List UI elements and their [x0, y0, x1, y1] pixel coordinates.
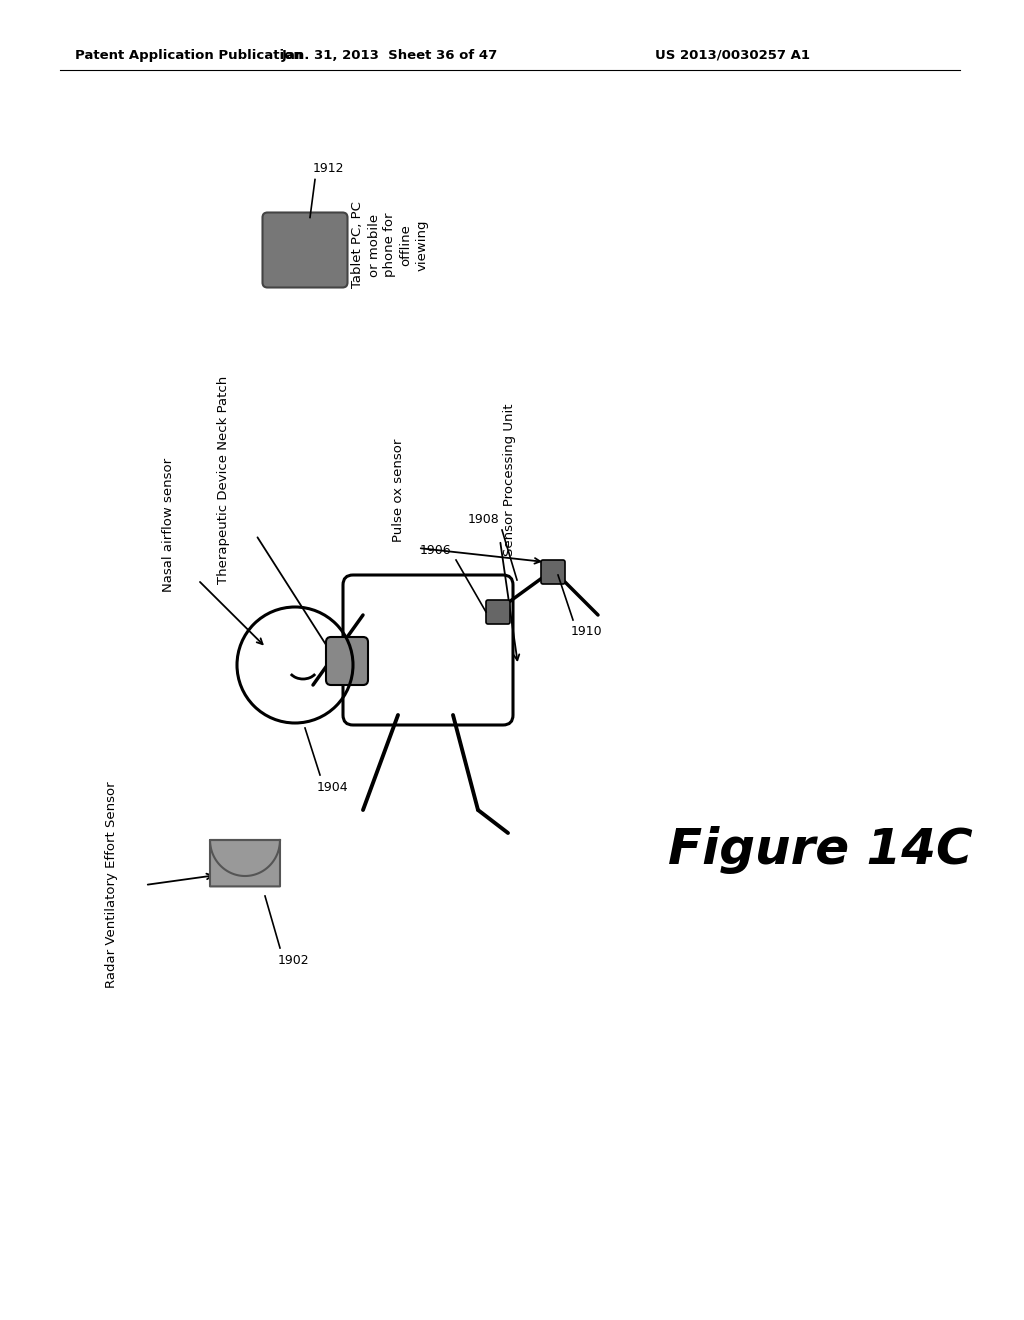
Text: Sensor Processing Unit: Sensor Processing Unit	[504, 404, 516, 556]
Text: 1912: 1912	[313, 162, 344, 176]
Text: 1902: 1902	[278, 954, 309, 968]
Text: 1908: 1908	[467, 513, 499, 525]
FancyBboxPatch shape	[326, 638, 368, 685]
Text: 1904: 1904	[317, 781, 348, 795]
FancyBboxPatch shape	[486, 601, 510, 624]
Text: Patent Application Publication: Patent Application Publication	[75, 49, 303, 62]
Polygon shape	[210, 840, 280, 887]
Text: Figure 14C: Figure 14C	[668, 826, 973, 874]
Text: 1910: 1910	[571, 624, 603, 638]
Text: Radar Ventilatory Effort Sensor: Radar Ventilatory Effort Sensor	[105, 781, 119, 989]
Text: 1906: 1906	[420, 544, 451, 557]
Text: Pulse ox sensor: Pulse ox sensor	[391, 438, 404, 541]
Text: Tablet PC, PC
or mobile
phone for
offline
viewing: Tablet PC, PC or mobile phone for offlin…	[351, 202, 428, 289]
Text: Jan. 31, 2013  Sheet 36 of 47: Jan. 31, 2013 Sheet 36 of 47	[282, 49, 498, 62]
FancyBboxPatch shape	[343, 576, 513, 725]
Text: Nasal airflow sensor: Nasal airflow sensor	[162, 458, 174, 593]
Text: US 2013/0030257 A1: US 2013/0030257 A1	[655, 49, 810, 62]
FancyBboxPatch shape	[541, 560, 565, 583]
FancyBboxPatch shape	[262, 213, 347, 288]
Text: Therapeutic Device Neck Patch: Therapeutic Device Neck Patch	[217, 376, 230, 585]
